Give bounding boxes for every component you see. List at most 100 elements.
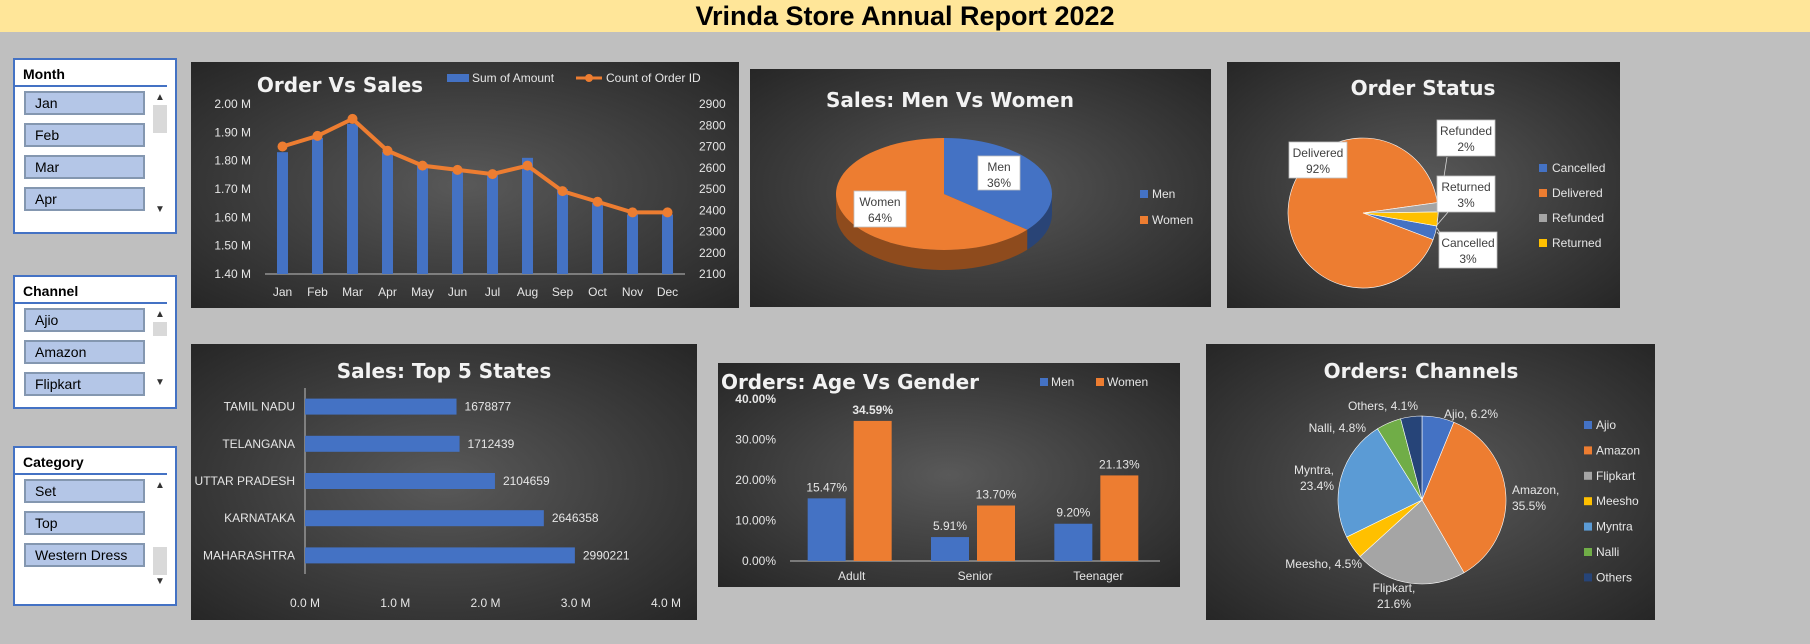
y-left-tick: 1.80 M (214, 154, 251, 168)
men-vs-women-svg: Sales: Men Vs Women Men 36% Women 64% Men Wome… (826, 88, 1193, 270)
slicer-category[interactable]: Category Set Top Western Dress ▲ ▼ (13, 446, 177, 606)
legend-swatch-meesho (1584, 497, 1592, 506)
scroll-down-icon[interactable]: ▼ (155, 377, 165, 388)
slicer-channel[interactable]: Channel Ajio Amazon Flipkart ▲ ▼ (13, 275, 177, 409)
data-label-flipkart: 21.6% (1377, 597, 1411, 611)
y-right-tick: 2400 (699, 203, 726, 217)
bar-apr (382, 152, 393, 274)
slicer-channel-title: Channel (15, 277, 167, 304)
data-label-amazon: Amazon, (1512, 483, 1559, 497)
y-right-tick: 2300 (699, 225, 726, 239)
slicer-item-ajio[interactable]: Ajio (24, 308, 145, 332)
x-tick: 2.0 M (470, 596, 500, 610)
scroll-thumb[interactable] (153, 105, 167, 133)
data-label-men-text: 36% (987, 176, 1011, 190)
line-marker-jan (277, 141, 288, 152)
bar-dec (662, 214, 673, 274)
pie-slice-flipkart (1359, 499, 1465, 585)
pie-slice-myntra (1337, 428, 1423, 538)
data-label-cancelled-text: Cancelled (1441, 236, 1494, 250)
slicer-item-flipkart[interactable]: Flipkart (24, 372, 145, 396)
slicer-item-top[interactable]: Top (24, 511, 145, 535)
x-tick: 3.0 M (561, 596, 591, 610)
category-label: KARNATAKA (224, 511, 295, 525)
legend-label-refunded: Refunded (1552, 211, 1604, 225)
pie-slice-amazon (1421, 421, 1507, 574)
bar-oct (592, 203, 603, 274)
y-left-tick: 2.00 M (214, 97, 251, 111)
scroll-thumb[interactable] (153, 322, 167, 336)
y-left-tick: 1.60 M (214, 210, 251, 224)
data-label-delivered-text: 92% (1306, 162, 1330, 176)
chart-title: Order Vs Sales (257, 73, 423, 97)
scroll-down-icon[interactable]: ▼ (155, 576, 165, 587)
age-vs-gender-chart: Orders: Age Vs Gender Men Women 0.00% 10.00%… (718, 363, 1180, 587)
y-left-tick: 1.70 M (214, 182, 251, 196)
chart-title: Order Status (1351, 76, 1496, 100)
x-tick: Sep (552, 285, 574, 299)
legend-swatch-returned (1539, 239, 1547, 247)
data-label-refunded-text: Refunded (1440, 124, 1492, 138)
legend-label-delivered: Delivered (1552, 186, 1603, 200)
legend-label-men: Men (1152, 187, 1175, 201)
pie-side-men (1027, 194, 1052, 250)
bar-women-senior (977, 505, 1015, 561)
scroll-thumb[interactable] (153, 547, 167, 575)
slicer-category-title: Category (15, 448, 167, 475)
legend-label-men: Men (1051, 375, 1074, 389)
channels-chart: Orders: Channels Ajio, 6.2% Amazon, 35.5% Fl… (1206, 344, 1655, 620)
bar-sep (557, 189, 568, 274)
bar-jul (487, 174, 498, 274)
slicer-item-mar[interactable]: Mar (24, 155, 145, 179)
bar-men-teenager (1054, 523, 1093, 561)
bar-women-adult (853, 420, 892, 561)
x-tick: Apr (378, 285, 397, 299)
slicer-month-scrollbar[interactable]: ▲ ▼ (153, 91, 167, 217)
bar-men-adult (807, 498, 846, 561)
x-tick: Jan (273, 285, 292, 299)
x-tick: Jun (448, 285, 467, 299)
x-tick: Mar (342, 285, 363, 299)
chart-title: Orders: Channels (1324, 359, 1519, 383)
data-label-ajio: Ajio, 6.2% (1444, 407, 1498, 421)
legend-swatch-myntra (1584, 522, 1592, 531)
x-tick: Oct (588, 285, 607, 299)
scroll-up-icon[interactable]: ▲ (155, 480, 165, 491)
category-label: TAMIL NADU (224, 400, 295, 414)
slicer-item-western-dress[interactable]: Western Dress (24, 543, 145, 567)
slicer-channel-scrollbar[interactable]: ▲ ▼ (153, 308, 167, 390)
slicer-month[interactable]: Month Jan Feb Mar Apr ▲ ▼ (13, 58, 177, 234)
data-label-men-box (977, 155, 1021, 191)
chart-title: Sales: Men Vs Women (826, 88, 1074, 112)
y-right-tick: 2800 (699, 118, 726, 132)
slicer-item-set[interactable]: Set (24, 479, 145, 503)
slicer-item-feb[interactable]: Feb (24, 123, 145, 147)
bar-karnataka (305, 510, 544, 527)
data-label-refunded-box (1436, 119, 1496, 157)
line-marker-mar (347, 113, 358, 124)
y-tick: 30.00% (735, 433, 776, 447)
slicer-item-jan[interactable]: Jan (24, 91, 145, 115)
channels-svg: Orders: Channels Ajio, 6.2% Amazon, 35.5% Fl… (1285, 359, 1640, 611)
scroll-up-icon[interactable]: ▲ (155, 309, 165, 320)
x-tick: Feb (307, 285, 328, 299)
bar-aug (522, 157, 533, 274)
category-label: MAHARASHTRA (203, 548, 295, 562)
slicer-month-title: Month (15, 60, 167, 87)
scroll-down-icon[interactable]: ▼ (155, 204, 165, 215)
legend-label-returned: Returned (1552, 236, 1601, 250)
line-marker-oct (592, 196, 603, 207)
bar-jun (452, 172, 463, 274)
legend-label-myntra: Myntra (1596, 520, 1633, 534)
scroll-up-icon[interactable]: ▲ (155, 92, 165, 103)
x-tick: 1.0 M (380, 596, 410, 610)
slicer-item-apr[interactable]: Apr (24, 187, 145, 211)
line-marker-jun (452, 164, 463, 175)
slicer-item-amazon[interactable]: Amazon (24, 340, 145, 364)
bar-mar (347, 123, 358, 274)
data-label: 1678877 (465, 400, 512, 414)
data-label-myntra: Myntra, (1294, 463, 1334, 477)
y-right-tick: 2100 (699, 267, 726, 281)
slicer-category-scrollbar[interactable]: ▲ ▼ (153, 479, 167, 589)
legend-label-sum-of-amount: Sum of Amount (472, 71, 555, 85)
